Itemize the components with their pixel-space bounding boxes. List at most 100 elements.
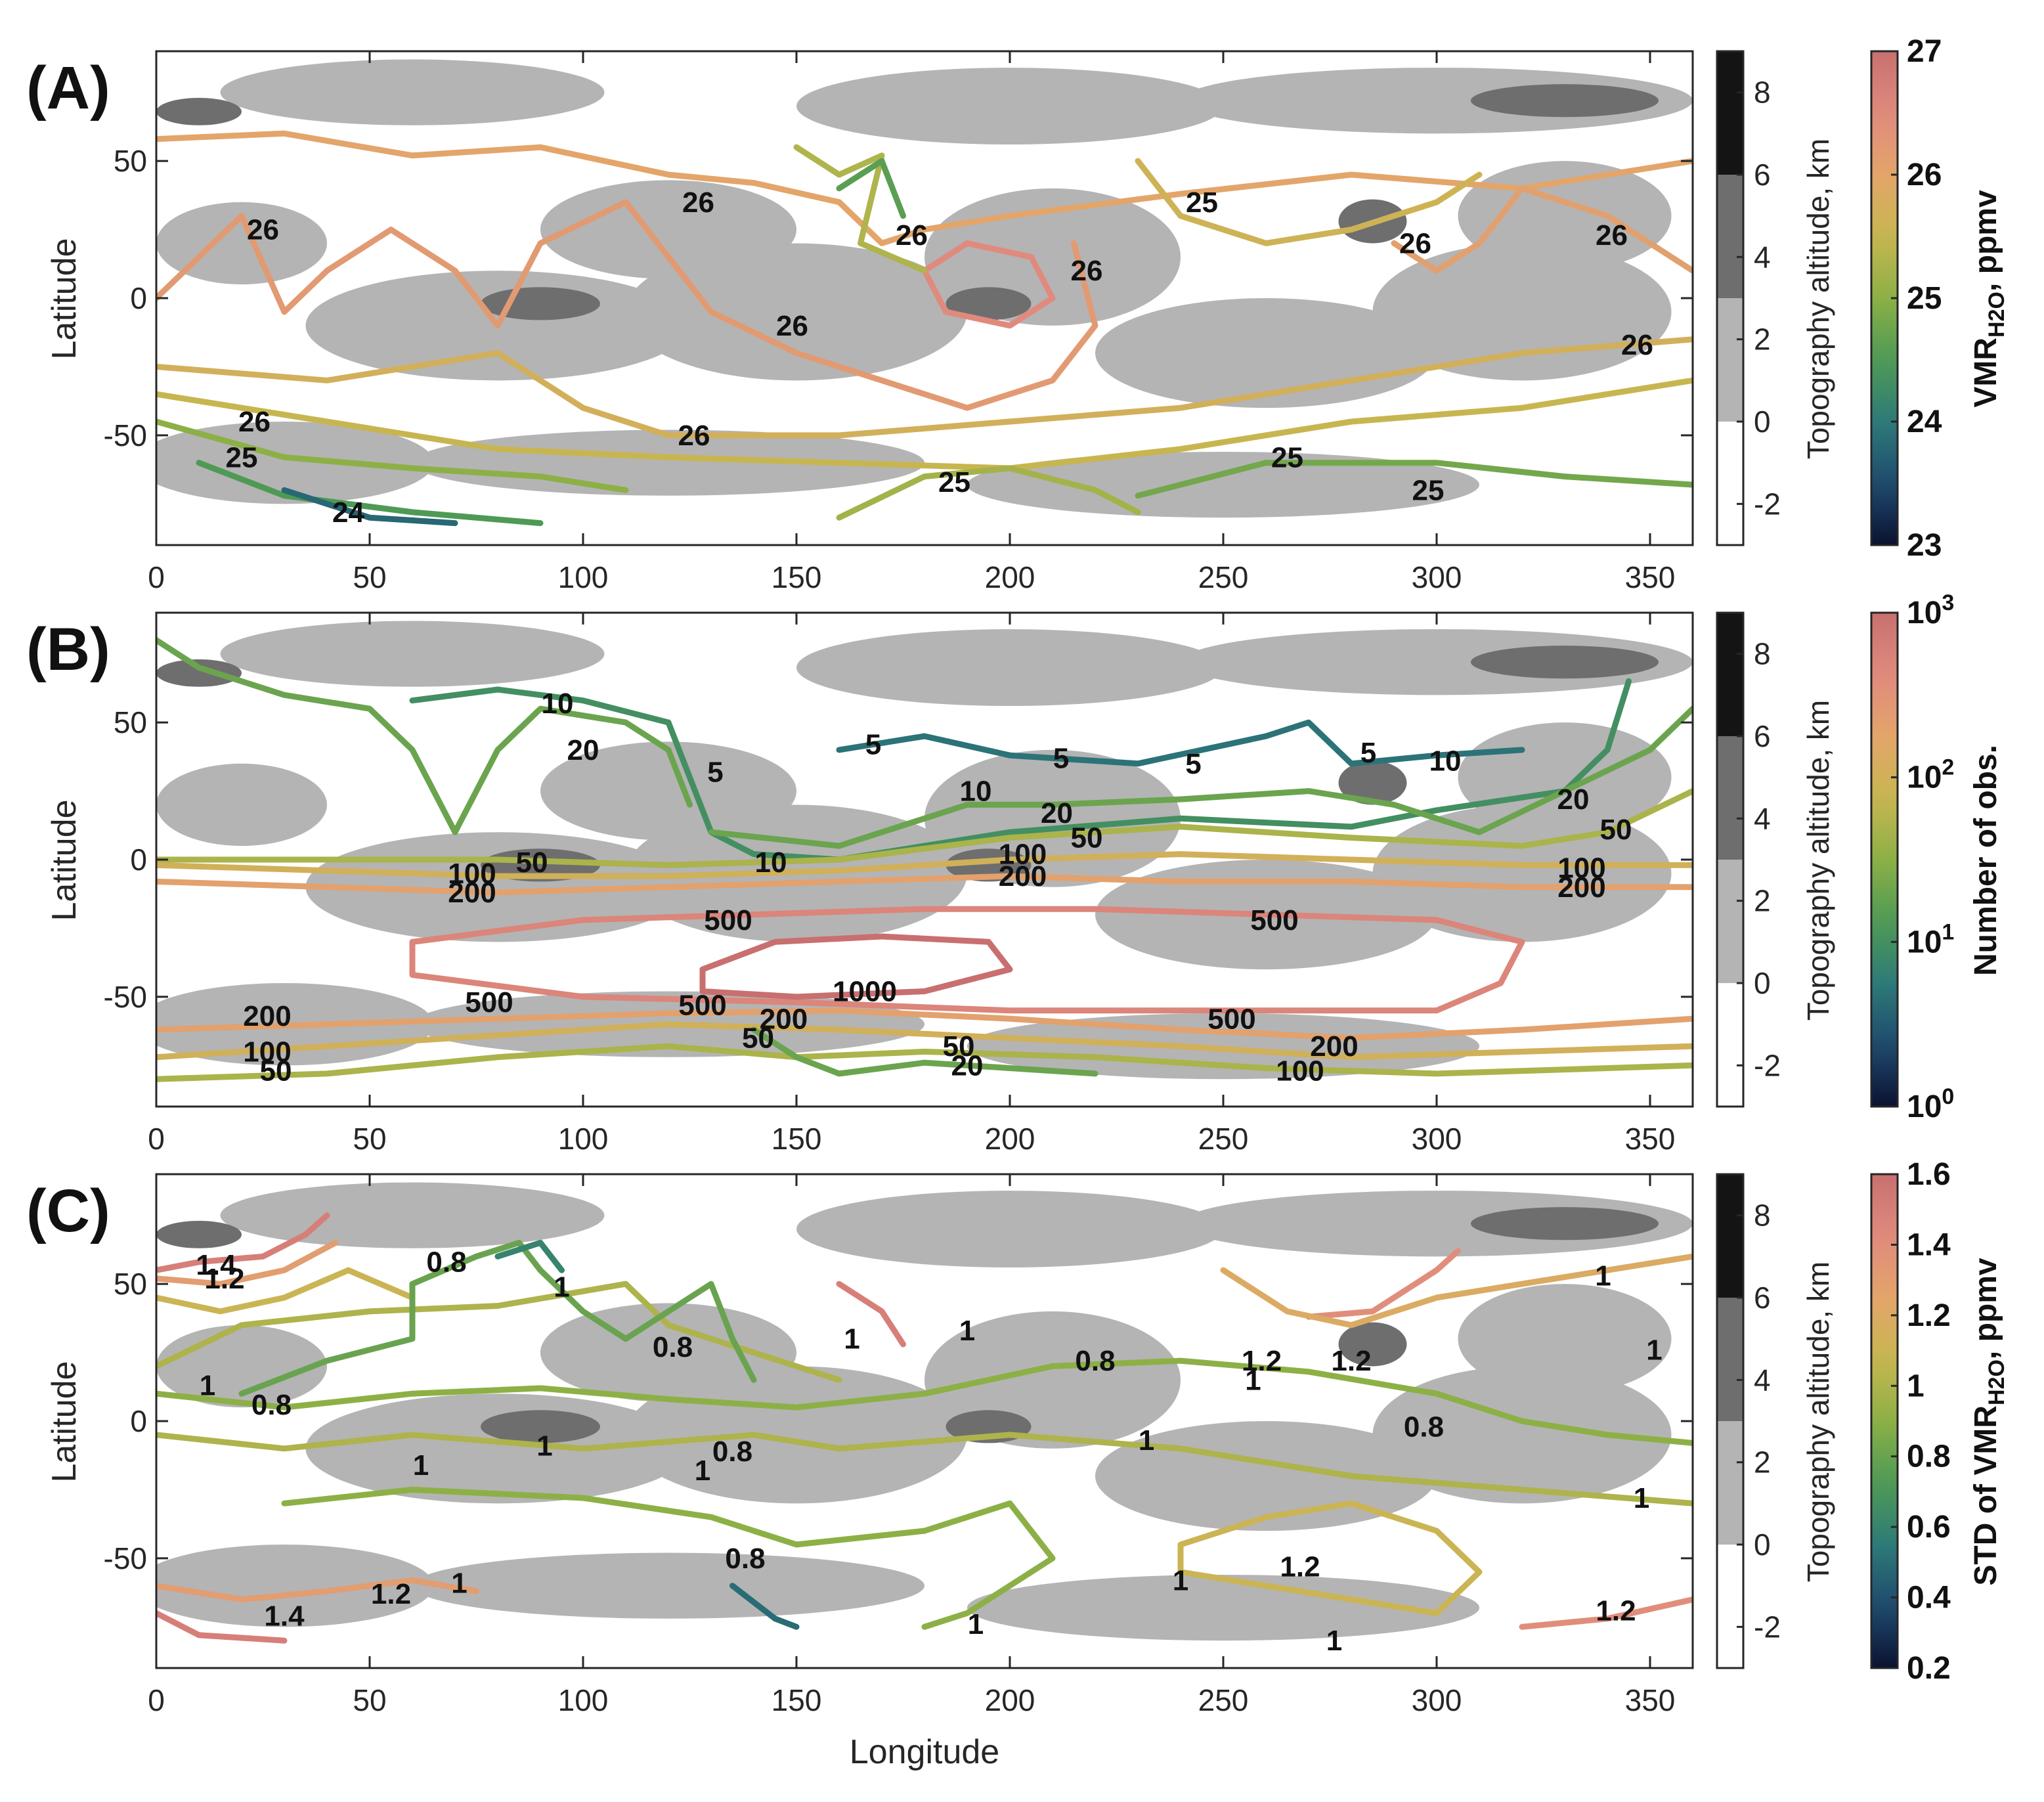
x-tick-label: 200 (985, 1122, 1035, 1156)
contour-label: 50 (516, 846, 548, 879)
topography-patch (967, 1574, 1479, 1641)
contour-line (156, 1007, 1693, 1042)
contour-label: 0.8 (712, 1436, 752, 1468)
topo-colorbar-segment (1717, 1174, 1743, 1298)
topo-colorbar-segment (1717, 51, 1743, 175)
contour-label: 100 (1557, 852, 1605, 885)
panel-c-value-colorbar-label: STD of VMRH2O, ppmv (1968, 1258, 2009, 1586)
contour-label: 26 (682, 187, 714, 219)
contour-line (1177, 1500, 1483, 1616)
x-tick-label: 250 (1198, 560, 1249, 594)
x-tick-label: 50 (353, 1683, 386, 1717)
x-tick-label: 200 (985, 560, 1035, 594)
contour-label: 500 (678, 989, 726, 1021)
contour-line (156, 1267, 416, 1315)
contour-line (1135, 460, 1693, 499)
contour-label: 50 (260, 1055, 292, 1088)
topo-colorbar-tick-label: 8 (1754, 76, 1771, 110)
contour-label: 1 (844, 1323, 859, 1355)
panel-a-topography-colorbar: Topography altitude, km 8 6 4 2 0 -2 (1716, 50, 1835, 546)
panel-a-ylabel: Latitude (45, 238, 83, 359)
contour-line (281, 1486, 1056, 1630)
value-colorbar-tick-label: 0.4 (1907, 1581, 1951, 1615)
value-colorbar-tick-label: 25 (1907, 281, 1942, 316)
value-colorbar-tick-label: 102 (1907, 755, 1954, 795)
contour-label: 5 (865, 729, 881, 761)
topo-colorbar-tick-label: 2 (1754, 884, 1771, 918)
contour-label: 500 (465, 986, 513, 1019)
contour-label: 1 (1173, 1564, 1188, 1596)
x-tick-label: 100 (558, 1122, 609, 1156)
y-tick-label: 50 (114, 1267, 147, 1301)
contour-label: 1 (1139, 1424, 1154, 1457)
y-tick-label: 0 (130, 1404, 147, 1438)
panel-b-topography (156, 621, 1693, 1080)
value-colorbar-tick-label: 23 (1907, 528, 1942, 563)
contour-line (156, 1212, 330, 1273)
contour-line (281, 487, 458, 527)
x-tick-label: 0 (148, 1122, 165, 1156)
y-tick-label: 50 (114, 144, 147, 178)
value-colorbar-gradient (1870, 611, 1899, 1108)
topography-highland (1338, 1322, 1407, 1367)
contour-line (1220, 1253, 1693, 1329)
value-colorbar-tick-label: 0.8 (1907, 1439, 1951, 1474)
contour-label: 0.8 (1075, 1345, 1115, 1377)
x-tick-label: 200 (985, 1683, 1035, 1717)
contour-label: 26 (1596, 219, 1628, 252)
x-tick-label: 50 (353, 560, 386, 594)
contour-line (156, 418, 629, 493)
contour-label: 500 (1207, 1003, 1255, 1035)
x-tick-label: 300 (1412, 560, 1462, 594)
topo-colorbar-tick-label: 2 (1754, 1445, 1771, 1480)
contour-label: 1 (1634, 1482, 1649, 1514)
x-tick-label: 250 (1198, 1683, 1249, 1717)
contour-label: 0.8 (251, 1389, 292, 1421)
panel-a-value-colorbar: VMRH2O, ppmv 27 26 25 24 23 (1870, 34, 2009, 563)
contour-label: 20 (1041, 797, 1073, 829)
topography-highland (1471, 1207, 1659, 1241)
panel-a-axis-ticks: 0 50 100 150 200 250 300 350 50 0 -50 (104, 51, 1693, 594)
contour-label: 1.2 (1596, 1594, 1636, 1627)
value-colorbar-tick-label: 26 (1907, 158, 1942, 192)
contour-label: 1 (413, 1449, 429, 1482)
contour-label: 10 (960, 776, 992, 808)
contour-line (156, 873, 1693, 896)
x-tick-label: 0 (148, 560, 165, 594)
topo-colorbar-tick-label: 0 (1754, 966, 1771, 1000)
value-colorbar-tick-label: 103 (1907, 590, 1954, 630)
contour-line (156, 1043, 1693, 1082)
topography-patch (540, 180, 796, 279)
panel-c-topo-colorbar-label: Topography altitude, km (1801, 1262, 1835, 1582)
contour-label: 200 (1310, 1030, 1358, 1063)
contour-label: 1 (968, 1608, 984, 1640)
x-axis-label: Longitude (850, 1733, 999, 1771)
topo-colorbar-segment (1717, 1298, 1743, 1421)
contour-label: 26 (776, 310, 808, 342)
y-tick-label: -50 (104, 418, 147, 452)
value-colorbar-tick-label: 1.6 (1907, 1157, 1951, 1192)
contour-label: 1000 (833, 976, 897, 1008)
contour-line (409, 906, 1525, 1014)
contour-label: 100 (999, 839, 1047, 871)
topo-colorbar-tick-label: 0 (1754, 405, 1771, 439)
panel-b-contours (156, 637, 1693, 1082)
contour-label: 1 (200, 1370, 215, 1402)
contour-line (156, 377, 1693, 472)
topo-colorbar-tick-label: -2 (1754, 487, 1781, 521)
contour-label: 200 (1557, 871, 1605, 904)
contour-line (1135, 158, 1483, 246)
topography-patch (220, 59, 605, 125)
topo-colorbar-tick-label: 6 (1754, 1281, 1771, 1315)
contour-line (156, 851, 1693, 879)
x-tick-label: 0 (148, 1683, 165, 1717)
contour-label: 25 (1271, 441, 1303, 473)
contour-label: 500 (704, 904, 752, 936)
panel-a-value-colorbar-label: VMRH2O, ppmv (1968, 190, 2009, 408)
topography-patch (540, 741, 796, 841)
contour-label: 1 (695, 1455, 710, 1487)
y-tick-label: 0 (130, 281, 147, 315)
panel-a-topo-colorbar-label: Topography altitude, km (1801, 139, 1835, 459)
topography-patch (156, 202, 327, 285)
